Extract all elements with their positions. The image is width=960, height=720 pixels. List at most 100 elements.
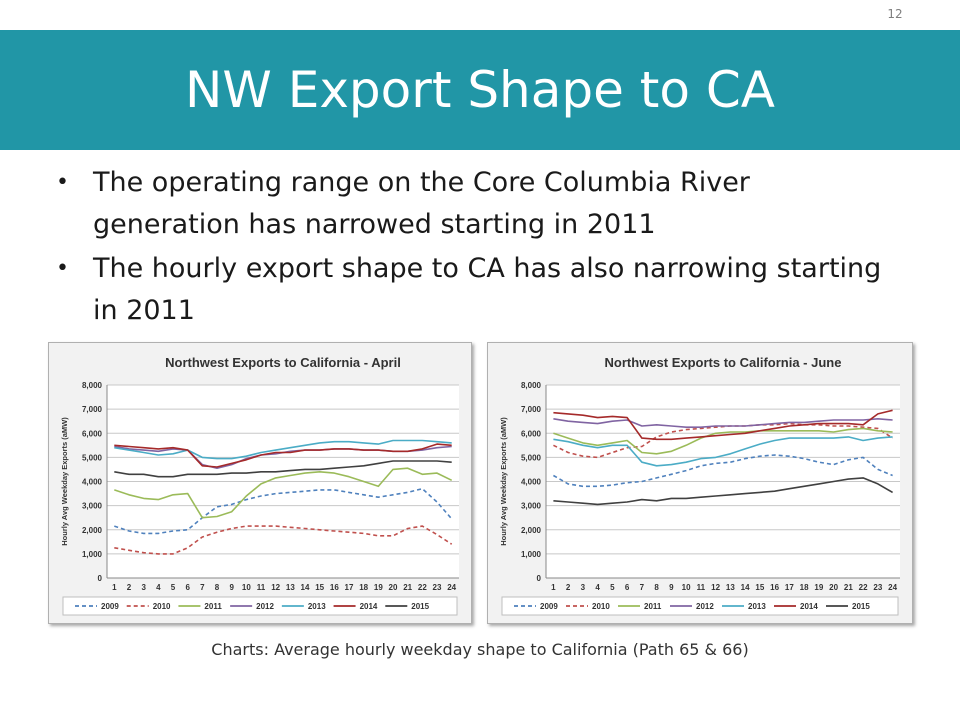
chart-caption: Charts: Average hourly weekday shape to … xyxy=(211,640,749,659)
legend-label: 2013 xyxy=(748,602,766,611)
legend-label: 2014 xyxy=(800,602,818,611)
y-tick-label: 8,000 xyxy=(521,381,542,390)
legend-box xyxy=(62,596,458,616)
y-tick-label: 5,000 xyxy=(521,453,542,462)
chart-april: Northwest Exports to California - April 0… xyxy=(48,342,472,624)
slide-title: NW Export Shape to CA xyxy=(185,61,775,119)
legend-label: 2011 xyxy=(644,602,662,611)
y-tick-label: 0 xyxy=(98,574,103,583)
x-tick-label: 6 xyxy=(185,583,190,592)
x-tick-label: 20 xyxy=(389,583,398,592)
x-tick-label: 18 xyxy=(359,583,368,592)
x-tick-label: 14 xyxy=(741,583,750,592)
series-line-2013 xyxy=(114,439,452,460)
x-tick-label: 24 xyxy=(447,583,456,592)
x-tick-label: 3 xyxy=(581,583,586,592)
x-tick-label: 17 xyxy=(345,583,354,592)
bullet-icon: • xyxy=(56,256,69,281)
x-tick-label: 14 xyxy=(301,583,310,592)
chart-june-svg: Northwest Exports to California - June01… xyxy=(499,355,900,616)
x-tick-label: 5 xyxy=(171,583,176,592)
series-line-2014 xyxy=(114,443,452,468)
y-tick-label: 1,000 xyxy=(82,550,103,559)
legend-label: 2014 xyxy=(360,602,378,611)
x-tick-label: 13 xyxy=(726,583,735,592)
series-line-2012 xyxy=(553,418,893,428)
x-tick-label: 10 xyxy=(242,583,251,592)
legend-label: 2009 xyxy=(101,602,119,611)
title-banner: NW Export Shape to CA xyxy=(0,30,960,150)
chart-title: Northwest Exports to California - June xyxy=(605,355,842,370)
x-tick-label: 17 xyxy=(785,583,794,592)
x-tick-label: 7 xyxy=(640,583,645,592)
y-axis-label: Hourly Avg Weekday Exports (aMW) xyxy=(60,417,69,546)
x-tick-label: 21 xyxy=(403,583,412,592)
legend-label: 2010 xyxy=(592,602,610,611)
y-tick-label: 0 xyxy=(537,574,542,583)
legend-label: 2012 xyxy=(256,602,274,611)
x-tick-label: 19 xyxy=(374,583,383,592)
x-tick-label: 6 xyxy=(625,583,630,592)
x-tick-label: 5 xyxy=(610,583,615,592)
series-line-2011 xyxy=(114,467,453,519)
x-tick-label: 9 xyxy=(229,583,234,592)
x-tick-label: 23 xyxy=(433,583,442,592)
x-tick-label: 9 xyxy=(669,583,674,592)
legend-label: 2012 xyxy=(696,602,714,611)
legend-label: 2009 xyxy=(540,602,558,611)
legend-label: 2011 xyxy=(204,602,222,611)
x-tick-label: 15 xyxy=(755,583,764,592)
x-tick-label: 12 xyxy=(711,583,720,592)
series-line-2014 xyxy=(553,409,893,441)
x-tick-label: 2 xyxy=(127,583,132,592)
bullet-item: • The hourly export shape to CA has also … xyxy=(56,248,886,332)
x-tick-label: 3 xyxy=(141,583,146,592)
legend-label: 2013 xyxy=(308,602,326,611)
y-tick-label: 6,000 xyxy=(82,429,103,438)
x-tick-label: 16 xyxy=(330,583,339,592)
x-tick-label: 11 xyxy=(257,583,266,592)
x-tick-label: 4 xyxy=(156,583,161,592)
bullet-text: The operating range on the Core Columbia… xyxy=(93,167,750,240)
x-tick-label: 10 xyxy=(682,583,691,592)
series-line-2009 xyxy=(553,454,893,488)
bullet-text: The hourly export shape to CA has also n… xyxy=(93,253,882,326)
x-tick-label: 4 xyxy=(595,583,600,592)
y-tick-label: 2,000 xyxy=(82,526,103,535)
y-tick-label: 7,000 xyxy=(82,405,103,414)
series-line-2011 xyxy=(553,427,893,455)
y-tick-label: 5,000 xyxy=(82,453,103,462)
series-line-2010 xyxy=(114,525,453,555)
x-tick-label: 7 xyxy=(200,583,205,592)
series-line-2015 xyxy=(553,477,894,506)
legend-label: 2010 xyxy=(153,602,171,611)
y-tick-label: 4,000 xyxy=(82,478,103,487)
x-tick-label: 13 xyxy=(286,583,295,592)
x-tick-label: 2 xyxy=(566,583,571,592)
x-tick-label: 11 xyxy=(697,583,706,592)
legend-label: 2015 xyxy=(852,602,870,611)
page-number: 12 xyxy=(887,7,903,21)
y-axis-label: Hourly Avg Weekday Exports (aMW) xyxy=(499,417,508,546)
series-line-2013 xyxy=(553,436,893,467)
y-tick-label: 8,000 xyxy=(82,381,103,390)
x-tick-label: 23 xyxy=(873,583,882,592)
y-tick-label: 3,000 xyxy=(521,502,542,511)
x-tick-label: 16 xyxy=(770,583,779,592)
x-tick-label: 15 xyxy=(315,583,324,592)
series-line-2009 xyxy=(114,487,453,535)
y-tick-label: 4,000 xyxy=(521,478,542,487)
bullet-item: • The operating range on the Core Columbi… xyxy=(56,162,886,246)
x-tick-label: 22 xyxy=(859,583,868,592)
x-tick-label: 18 xyxy=(800,583,809,592)
chart-april-svg: Northwest Exports to California - April 0… xyxy=(60,355,459,616)
x-tick-label: 1 xyxy=(112,583,117,592)
bullet-icon: • xyxy=(56,170,69,195)
x-tick-label: 19 xyxy=(814,583,823,592)
y-tick-label: 1,000 xyxy=(521,550,542,559)
bullet-list: • The operating range on the Core Columbi… xyxy=(56,162,886,334)
legend-box xyxy=(501,596,899,616)
y-tick-label: 7,000 xyxy=(521,405,542,414)
x-tick-label: 24 xyxy=(888,583,897,592)
x-tick-label: 1 xyxy=(551,583,556,592)
